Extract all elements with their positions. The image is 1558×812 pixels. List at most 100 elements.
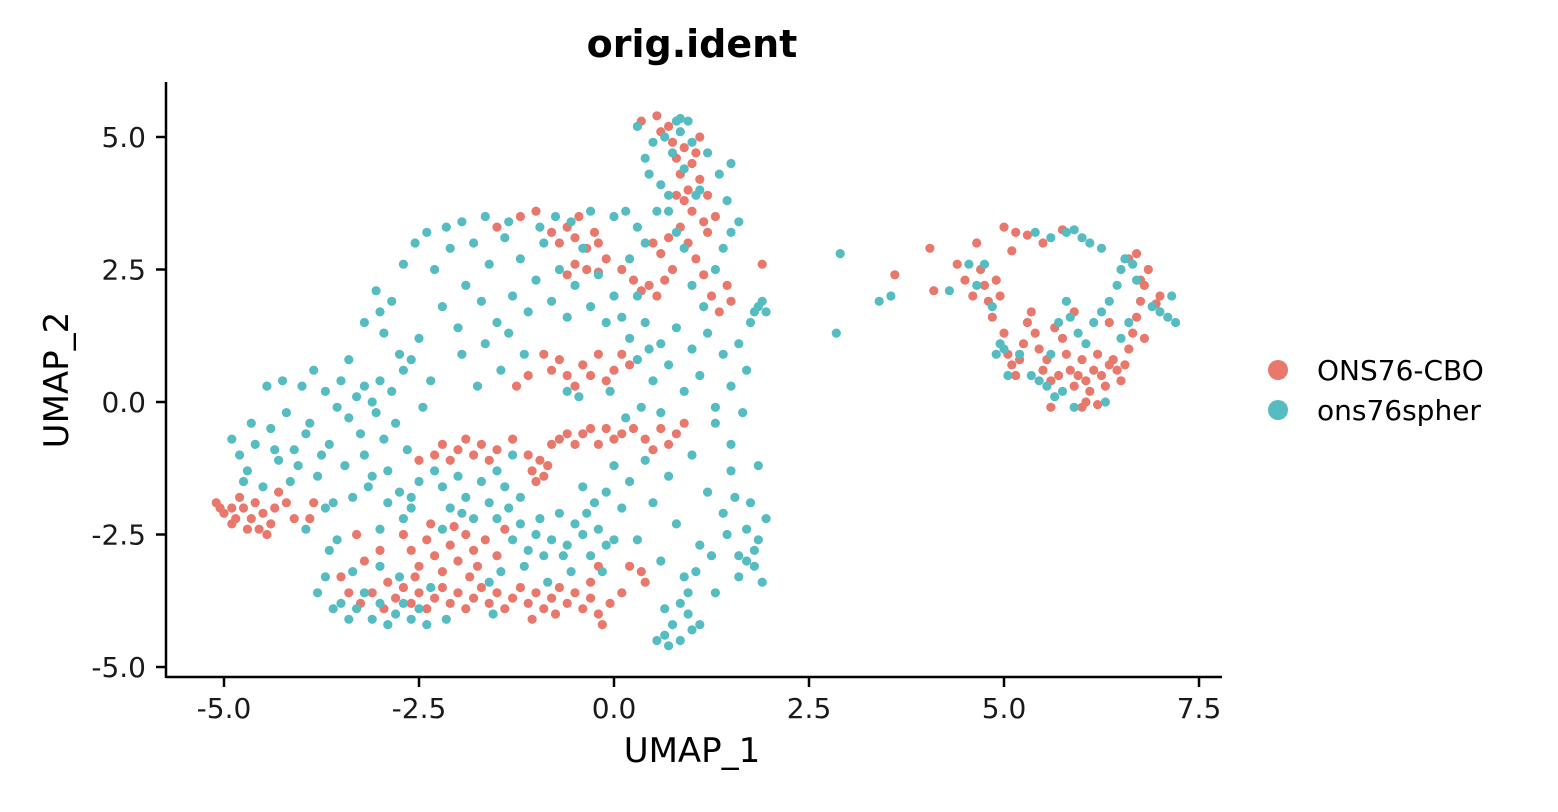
data-point (398, 365, 408, 375)
data-point (1120, 360, 1130, 370)
data-point (1015, 349, 1025, 359)
data-point (406, 614, 416, 624)
data-point (722, 529, 732, 540)
data-point (1132, 312, 1142, 322)
data-point (1155, 307, 1165, 317)
data-point (324, 439, 334, 449)
data-point (367, 614, 377, 624)
data-point (375, 376, 385, 386)
data-point (664, 206, 674, 216)
y-ticks: -5.0 -2.5 0.0 2.5 5.0 (91, 121, 166, 684)
data-point (348, 567, 358, 577)
data-point (445, 598, 455, 609)
data-point (476, 476, 486, 487)
data-point (352, 392, 362, 402)
data-point (593, 524, 604, 534)
data-point (340, 461, 350, 471)
data-point (344, 614, 354, 624)
data-point (547, 535, 557, 545)
data-point (687, 344, 697, 354)
data-point (398, 598, 408, 609)
data-point (593, 609, 604, 619)
data-point (679, 196, 689, 206)
data-point (554, 434, 565, 444)
data-point (570, 519, 580, 529)
data-point (570, 588, 580, 598)
data-point (999, 344, 1009, 354)
data-point (469, 545, 479, 556)
data-point (695, 540, 705, 550)
data-point (1116, 333, 1126, 343)
data-point (515, 519, 526, 529)
data-point (749, 561, 760, 571)
data-point (484, 455, 494, 465)
data-point (1054, 370, 1064, 381)
data-point (270, 503, 280, 513)
data-point (886, 291, 896, 301)
data-point (320, 503, 330, 513)
x-ticks: -5.0 -2.5 0.0 2.5 5.0 7.5 (197, 677, 1221, 725)
data-point (547, 296, 557, 306)
data-point (656, 339, 666, 349)
data-point (644, 169, 654, 179)
data-point (710, 588, 721, 598)
data-point (461, 492, 471, 502)
data-point (593, 238, 604, 248)
data-point (297, 381, 307, 391)
data-point (231, 514, 241, 524)
data-point (609, 461, 619, 471)
data-point (664, 360, 674, 370)
data-point (500, 482, 510, 492)
data-point (355, 429, 366, 439)
data-point (749, 545, 760, 556)
data-point (1030, 328, 1040, 338)
data-point (507, 593, 518, 603)
data-point (332, 535, 342, 545)
data-point (430, 264, 440, 275)
data-point (1104, 317, 1114, 328)
axes: -5.0 -2.5 0.0 2.5 5.0 7.5 -5.0 -2.5 0.0 2.5 5.0 (91, 82, 1222, 725)
data-point (398, 259, 408, 269)
data-point (359, 381, 369, 391)
data-point (593, 270, 604, 280)
data-point (734, 551, 744, 561)
data-point (742, 524, 752, 534)
data-point (457, 349, 467, 359)
data-point (1100, 397, 1110, 407)
y-axis-label: UMAP_2 (37, 312, 77, 449)
data-point (437, 524, 447, 534)
data-point (609, 365, 619, 375)
data-point (761, 307, 771, 317)
data-point (664, 233, 674, 243)
data-point (687, 280, 697, 290)
data-point (699, 217, 709, 227)
data-point (660, 604, 670, 614)
data-point (414, 333, 424, 343)
data-point (831, 328, 841, 338)
data-point (640, 238, 650, 248)
data-point (328, 498, 338, 508)
data-point (664, 121, 674, 131)
data-point (320, 572, 330, 582)
data-point (484, 498, 494, 508)
data-point (671, 519, 682, 529)
data-point (703, 148, 713, 158)
data-point (246, 418, 256, 428)
data-point (593, 349, 604, 359)
data-point (1030, 227, 1040, 237)
data-point (726, 296, 736, 306)
data-point (457, 217, 467, 227)
data-point (617, 349, 627, 359)
data-point (344, 355, 354, 365)
data-point (437, 482, 447, 492)
data-point (461, 434, 471, 444)
data-point (453, 323, 463, 333)
data-point (1096, 307, 1107, 317)
data-point (527, 614, 537, 624)
data-point (652, 635, 662, 646)
data-point (453, 445, 463, 455)
data-point (523, 450, 533, 460)
data-point (890, 270, 900, 280)
data-point (469, 238, 479, 248)
data-point (238, 476, 249, 487)
